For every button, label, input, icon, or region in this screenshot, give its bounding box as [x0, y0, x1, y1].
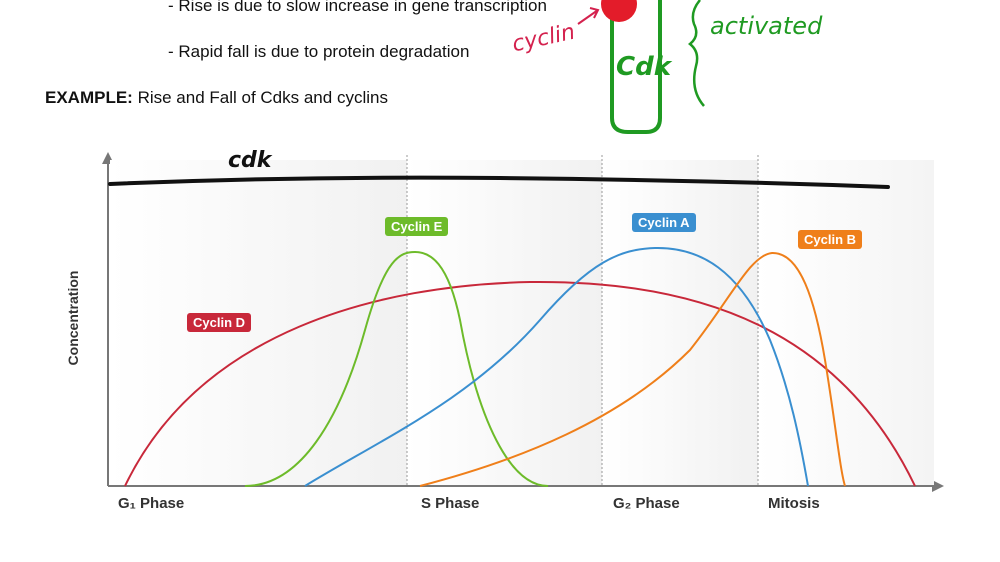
phase-band-s [407, 160, 602, 485]
cyclin-arrow [577, 7, 600, 25]
example-text: Rise and Fall of Cdks and cyclins [132, 88, 388, 107]
tag-cyclin-e: Cyclin E [385, 217, 449, 236]
cyclin-a-curve [304, 246, 809, 487]
cyclin-blob [601, 0, 637, 22]
phase-band-m [758, 160, 934, 485]
cdk-box-outline [610, 0, 662, 134]
phase-label-m: Mitosis [768, 495, 820, 512]
cyclin-d-curve [124, 280, 916, 487]
cyclin-e-curve [244, 250, 549, 487]
handwritten-cdk-box: Cdk [616, 52, 671, 82]
handwritten-activated: activated [710, 12, 823, 40]
phase-band-g2 [602, 160, 758, 485]
phase-label-g2: G₂ Phase [613, 495, 680, 512]
example-heading: EXAMPLE: Rise and Fall of Cdks and cycli… [45, 88, 388, 108]
cyclin-b-curve [419, 251, 846, 487]
y-axis-label: Concentration [65, 270, 81, 366]
x-axis-arrow [932, 480, 944, 492]
tag-cyclin-d: Cyclin D [187, 313, 252, 332]
phase-label-g1: G₁ Phase [118, 495, 185, 512]
activated-brace [688, 0, 705, 107]
tag-cyclin-b: Cyclin B [798, 230, 863, 249]
note-bullet-rise: - Rise is due to slow increase in gene t… [168, 0, 547, 15]
cdk-level-line [108, 175, 890, 189]
example-label: EXAMPLE: [45, 88, 133, 107]
phase-label-s: S Phase [421, 495, 480, 512]
note-bullet-fall: - Rapid fall is due to protein degradati… [168, 42, 470, 61]
tag-cyclin-a: Cyclin A [632, 213, 696, 232]
handwritten-cdk-line: cdk [228, 148, 272, 173]
